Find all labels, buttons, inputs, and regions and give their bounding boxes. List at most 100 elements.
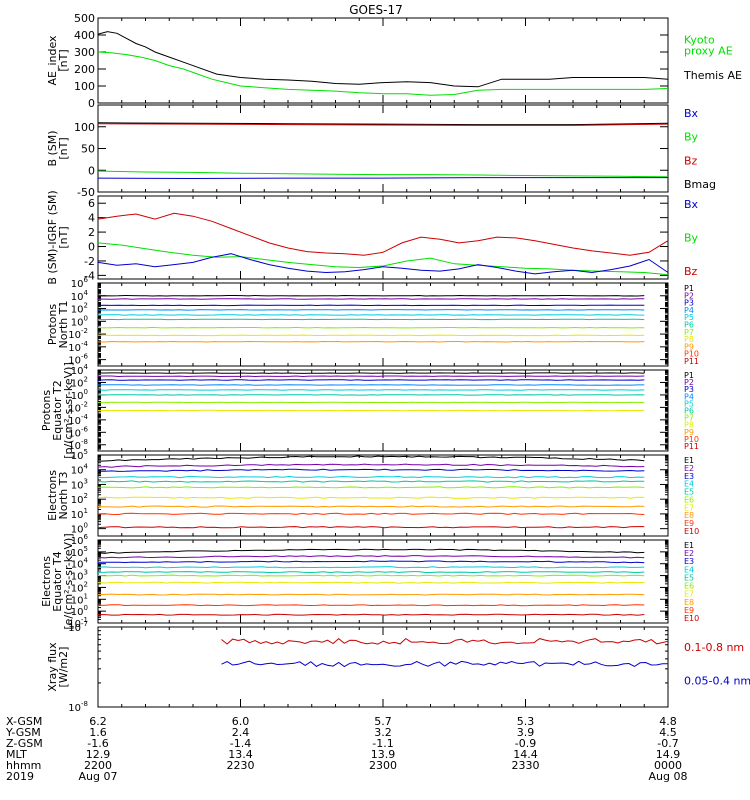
y-tick-label: 105 <box>71 448 88 462</box>
legend-entry: E4 <box>684 480 694 489</box>
legend-entry: P10 <box>684 435 699 444</box>
legend-entry: E6 <box>684 495 694 504</box>
time-row-value: 2230 <box>227 759 255 772</box>
legend-entry: E5 <box>684 488 694 497</box>
time-row-value: 12.9 <box>86 748 111 761</box>
time-row-value: Aug 07 <box>79 770 118 783</box>
legend-entry: P7 <box>684 328 694 337</box>
legend-entry: E8 <box>684 511 694 520</box>
series-line-e4 <box>97 566 645 569</box>
y-tick-label: 0 <box>88 164 95 177</box>
time-row-value: 13.9 <box>371 748 396 761</box>
panel-5: 10410210010-210-410-610-8ProtonsEquator … <box>40 362 699 459</box>
time-row-value: 3.9 <box>517 726 535 739</box>
legend-entry: E7 <box>684 503 694 512</box>
y-tick-label: -4 <box>84 269 95 282</box>
legend-entry: E4 <box>684 565 694 574</box>
series-line-p5 <box>97 314 645 316</box>
series-line-e9 <box>97 512 645 516</box>
series-line-p8 <box>97 334 645 337</box>
y-tick-label: -2 <box>84 255 95 268</box>
legend-entry: P5 <box>684 399 694 408</box>
series-line-p3 <box>97 304 645 307</box>
legend-entry: P9 <box>684 428 694 437</box>
y-tick-label: 50 <box>81 143 95 156</box>
legend-entry: 0.05-0.4 nm <box>684 675 750 688</box>
time-row-value: Aug 08 <box>649 770 688 783</box>
series-line-e10 <box>97 526 645 529</box>
series-line-p1 <box>98 372 645 374</box>
legend-entry: E2 <box>684 464 694 473</box>
panel-3: -4-20 24 6 B (SM)-IGRF (SM)[nT] Bx By Bz <box>46 190 699 284</box>
time-row-label: Y-GSM <box>5 726 41 739</box>
legend-entry: P4 <box>684 392 694 401</box>
y-tick-label: 200 <box>74 63 95 76</box>
series-line-e6 <box>97 486 645 489</box>
series-line-e8 <box>97 593 645 596</box>
time-row-value: 13.4 <box>228 748 253 761</box>
series-line-p4 <box>97 309 645 311</box>
series-line-e7 <box>97 496 645 499</box>
panel-2: -50 0 50 100 B (SM)[nT] Bx By Bz Bmag <box>46 104 716 199</box>
y-tick-label: 101 <box>71 507 88 521</box>
time-row-label: MLT <box>6 748 27 761</box>
y-tick-label: 100 <box>74 80 95 93</box>
y-axis-label: B (SM)-IGRF (SM)[nT] <box>46 190 70 284</box>
y-tick-label: 4 <box>88 212 95 225</box>
legend-entry: 0.1-0.8 nm <box>684 641 744 654</box>
series-line-0-1-0-8-nm <box>221 637 669 645</box>
time-row-label: hhmm <box>6 759 41 772</box>
series-line-kyoto-proxy-ae <box>97 51 669 96</box>
y-tick-label: -50 <box>77 186 95 199</box>
series-line-p7 <box>97 326 645 329</box>
time-row-value: 2.4 <box>232 726 250 739</box>
series-line-e6 <box>97 574 645 577</box>
legend-entry: Bz <box>684 154 698 167</box>
panel-7: 10610510410310210110010-1ElectronsEquato… <box>40 533 699 630</box>
time-row-value: 6.0 <box>232 715 250 728</box>
panel-frame <box>97 454 669 537</box>
series-line-p2 <box>97 298 645 300</box>
series-line-by <box>97 242 669 276</box>
series-line-e2 <box>97 463 645 468</box>
legend-entry: P3 <box>684 385 694 394</box>
time-row-value: 2200 <box>84 759 112 772</box>
series-line-bz <box>97 123 669 126</box>
legend-entry: P1 <box>684 371 694 380</box>
series-line-themis-ae <box>97 31 669 88</box>
series-line-0-05-0-4-nm <box>221 660 669 668</box>
panel-1: 0 100 200 300 400 500 AE_index[nT] Kyoto proxy A… <box>46 12 742 110</box>
time-row-value: 6.2 <box>89 715 107 728</box>
time-row-value: 1.6 <box>89 726 107 739</box>
y-tick-label: 102 <box>71 492 88 506</box>
panel-8: 10-7 10-8 Xray flux[W/m2] 0.1-0.8 nm 0.05-0.… <box>46 620 750 714</box>
legend-entry: E8 <box>684 598 694 607</box>
series-line-p1 <box>97 294 645 297</box>
legend-entry: E10 <box>684 527 699 536</box>
y-tick-label: 6 <box>88 197 95 210</box>
time-axis-table: X-GSM 6.2 6.0 5.7 5.3 4.8 Y-GSM 1.6 2.4 3.2 3.9 4.5… <box>5 715 687 783</box>
series-line-p2 <box>97 375 645 378</box>
series-line-e5 <box>97 480 645 483</box>
series-line-bz <box>97 212 669 256</box>
legend-entry: P9 <box>684 342 694 351</box>
legend-entry: P8 <box>684 421 694 430</box>
legend-entry: E10 <box>684 614 699 623</box>
series-line-by <box>97 170 669 178</box>
time-row-label: Z-GSM <box>6 737 43 750</box>
time-row-value: 14.9 <box>656 748 681 761</box>
legend-entry: P7 <box>684 414 694 423</box>
legend-entry: Kyoto proxy AE <box>684 34 733 58</box>
series-line-e8 <box>97 505 645 508</box>
y-tick-label: 2 <box>88 226 95 239</box>
legend-entry: E6 <box>684 582 694 591</box>
legend-entry: P4 <box>684 306 694 315</box>
legend-entry: Bz <box>684 265 698 278</box>
legend-entry: P5 <box>684 313 694 322</box>
y-axis-label: ProtonsEquator T2[p/(cm²-s-sr-keV)] <box>40 362 75 459</box>
series-line-p5 <box>97 389 645 391</box>
time-row-value: 4.8 <box>659 715 677 728</box>
series-line-e1 <box>97 455 645 462</box>
